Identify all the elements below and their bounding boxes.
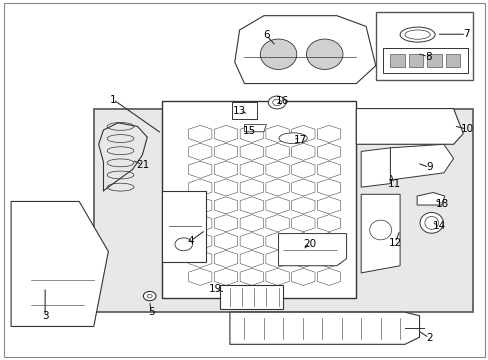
Polygon shape	[162, 102, 356, 298]
Text: 16: 16	[275, 96, 288, 106]
Text: 9: 9	[425, 162, 432, 172]
Polygon shape	[278, 234, 346, 266]
Text: 11: 11	[387, 179, 400, 189]
Ellipse shape	[279, 133, 306, 144]
Ellipse shape	[419, 212, 443, 233]
Circle shape	[268, 96, 285, 109]
Text: 8: 8	[424, 52, 431, 62]
Text: 18: 18	[435, 199, 448, 209]
Polygon shape	[356, 109, 462, 144]
Polygon shape	[11, 202, 108, 327]
Ellipse shape	[399, 27, 434, 42]
Text: 2: 2	[425, 333, 432, 343]
Polygon shape	[229, 312, 419, 344]
Ellipse shape	[260, 39, 296, 69]
Text: 5: 5	[147, 307, 154, 317]
Text: 10: 10	[460, 124, 473, 134]
Bar	[445, 54, 459, 67]
Polygon shape	[232, 102, 256, 119]
Bar	[408, 54, 423, 67]
Text: 6: 6	[263, 30, 269, 40]
Polygon shape	[220, 285, 283, 309]
Polygon shape	[361, 148, 389, 187]
Polygon shape	[416, 193, 444, 205]
Text: 4: 4	[187, 236, 194, 246]
Ellipse shape	[306, 39, 342, 69]
Text: 13: 13	[233, 106, 246, 116]
Text: 3: 3	[42, 311, 48, 321]
Bar	[375, 12, 472, 80]
Bar	[389, 54, 404, 67]
Polygon shape	[361, 194, 399, 273]
Text: 1: 1	[110, 95, 116, 105]
Text: 15: 15	[242, 126, 255, 136]
Polygon shape	[162, 191, 205, 262]
Text: 19: 19	[208, 284, 222, 294]
Bar	[94, 109, 472, 312]
Text: 7: 7	[462, 29, 468, 39]
Bar	[427, 54, 441, 67]
Polygon shape	[244, 125, 266, 132]
Polygon shape	[382, 48, 467, 73]
Text: 12: 12	[388, 238, 401, 248]
Polygon shape	[234, 16, 375, 84]
Text: 14: 14	[431, 221, 445, 231]
Text: 20: 20	[303, 239, 316, 249]
Text: 17: 17	[293, 135, 306, 145]
Polygon shape	[389, 144, 453, 180]
Circle shape	[143, 292, 156, 301]
Text: 21: 21	[136, 159, 149, 170]
